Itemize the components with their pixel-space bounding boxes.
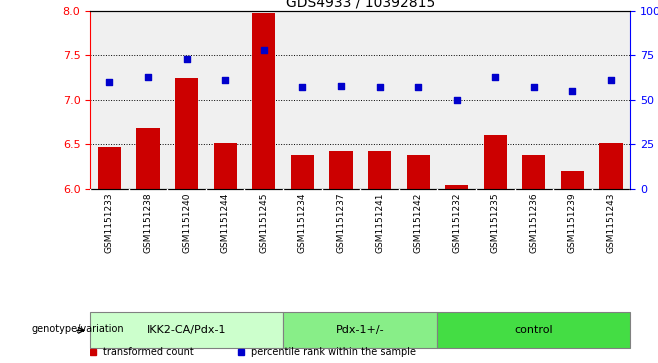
Bar [252, 13, 275, 189]
Text: GSM1151235: GSM1151235 [491, 193, 500, 253]
Text: GSM1151245: GSM1151245 [259, 193, 268, 253]
Text: GSM1151239: GSM1151239 [568, 193, 577, 253]
Text: GSM1151234: GSM1151234 [298, 193, 307, 253]
Text: GSM1151241: GSM1151241 [375, 193, 384, 253]
Title: GDS4933 / 10392815: GDS4933 / 10392815 [286, 0, 435, 10]
Text: GSM1151232: GSM1151232 [452, 193, 461, 253]
Point [490, 74, 501, 79]
Point [451, 97, 462, 103]
Bar [98, 147, 121, 189]
Point [220, 77, 230, 83]
Text: IKK2-CA/Pdx-1: IKK2-CA/Pdx-1 [147, 325, 226, 335]
Bar [368, 151, 391, 189]
Point [336, 83, 346, 89]
Point [104, 79, 114, 85]
Text: GSM1151240: GSM1151240 [182, 193, 191, 253]
Text: percentile rank within the sample: percentile rank within the sample [251, 347, 417, 357]
Bar [214, 143, 237, 189]
Point [606, 77, 617, 83]
Point [259, 47, 269, 53]
Point [297, 85, 308, 90]
Text: GSM1151233: GSM1151233 [105, 193, 114, 253]
Bar [175, 78, 198, 189]
Text: transformed count: transformed count [103, 347, 194, 357]
Text: GSM1151238: GSM1151238 [143, 193, 153, 253]
Bar [90, 312, 283, 348]
Bar [438, 312, 630, 348]
Bar [599, 143, 622, 189]
Bar [330, 151, 353, 189]
Point [567, 88, 578, 94]
Text: GSM1151243: GSM1151243 [607, 193, 616, 253]
Text: Pdx-1+/-: Pdx-1+/- [336, 325, 384, 335]
Text: GSM1151237: GSM1151237 [336, 193, 345, 253]
Bar [407, 155, 430, 189]
Text: GSM1151236: GSM1151236 [530, 193, 538, 253]
Bar [522, 155, 545, 189]
Point [143, 74, 153, 79]
Bar [561, 171, 584, 189]
Point [374, 85, 385, 90]
Bar [291, 155, 314, 189]
Text: genotype/variation: genotype/variation [32, 323, 124, 334]
Text: control: control [515, 325, 553, 335]
Bar [283, 312, 438, 348]
Bar [484, 135, 507, 189]
Point [413, 85, 423, 90]
Bar [445, 185, 468, 189]
Text: GSM1151244: GSM1151244 [220, 193, 230, 253]
Point [528, 85, 539, 90]
Point [182, 56, 192, 62]
Bar [136, 128, 160, 189]
Text: GSM1151242: GSM1151242 [414, 193, 422, 253]
